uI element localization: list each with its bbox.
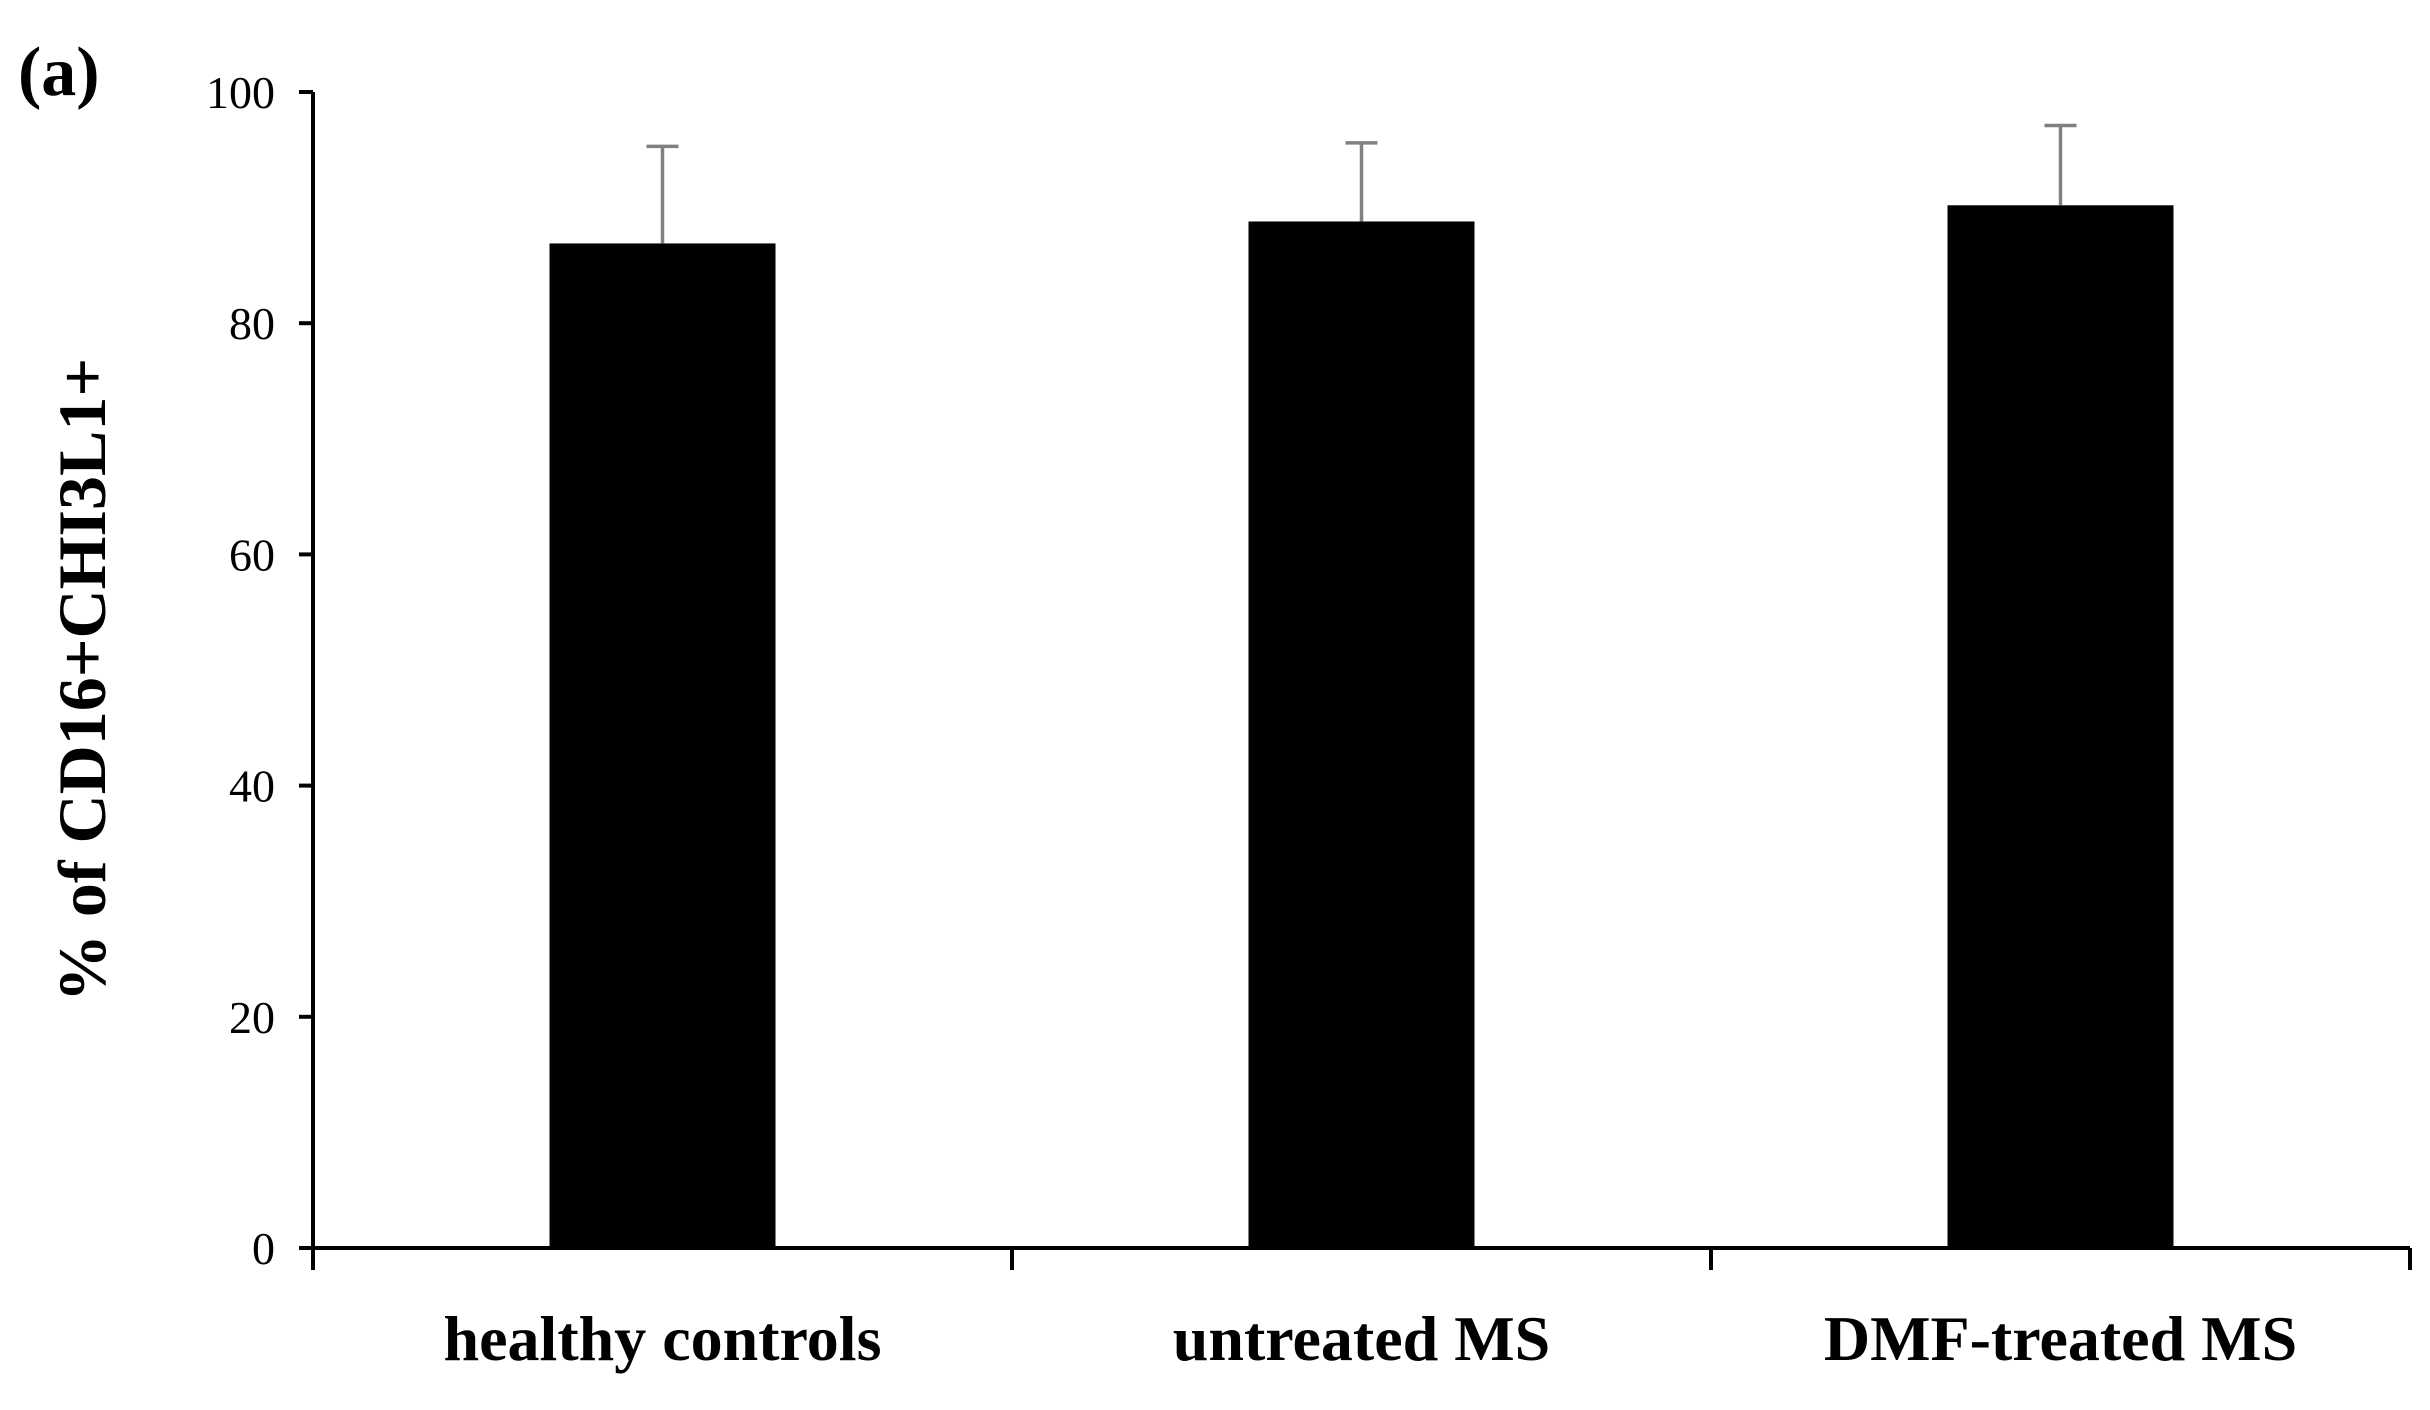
y-tick-label: 20 — [229, 992, 275, 1043]
y-tick-label: 100 — [206, 67, 275, 118]
x-tick-label: untreated MS — [1173, 1303, 1550, 1374]
y-axis-label-group: % of CD16+CHI3L1+ — [44, 358, 120, 1002]
y-tick-label: 40 — [229, 761, 275, 812]
panel-label: (a) — [18, 34, 100, 111]
y-tick-label: 80 — [229, 298, 275, 349]
bar — [549, 243, 776, 1248]
x-tick-label: healthy controls — [444, 1303, 882, 1374]
bar — [1248, 221, 1475, 1248]
y-tick-label: 60 — [229, 529, 275, 580]
x-tick-label: DMF-treated MS — [1824, 1303, 2297, 1374]
y-axis-label: % of CD16+CHI3L1+ — [44, 358, 120, 1002]
bar — [1947, 205, 2174, 1249]
plot-area: 0 20 40 60 80 100 healthy controls untreated MS… — [206, 67, 2412, 1374]
y-tick-label: 0 — [252, 1223, 275, 1274]
